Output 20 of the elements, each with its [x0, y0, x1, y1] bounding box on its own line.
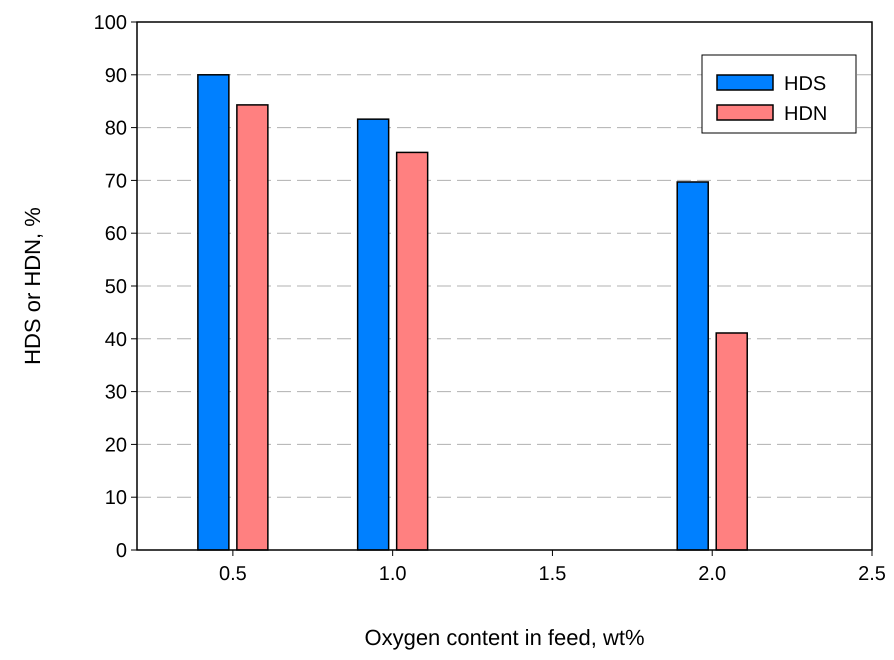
- legend-label: HDS: [784, 73, 826, 95]
- y-axis-title: HDS or HDN, %: [20, 207, 45, 365]
- y-tick-label: 90: [104, 64, 127, 87]
- y-tick-label: 20: [104, 434, 127, 456]
- y-tick-label: 30: [104, 382, 127, 404]
- x-tick-label: 2.5: [858, 563, 886, 585]
- y-tick-label: 70: [104, 170, 127, 192]
- x-tick-label: 1.0: [378, 563, 407, 585]
- x-tick-label: 1.5: [538, 563, 566, 585]
- y-tick-label: 40: [104, 328, 127, 351]
- y-tick-label: 60: [104, 223, 127, 246]
- legend-label: HDN: [784, 103, 828, 125]
- x-tick-label: 0.5: [218, 563, 247, 585]
- y-tick-label: 100: [94, 12, 127, 34]
- x-tick-label: 2.0: [698, 563, 726, 585]
- y-tick-label: 50: [104, 276, 127, 298]
- y-tick-label: 80: [104, 118, 127, 140]
- x-axis-title: Oxygen content in feed, wt%: [364, 625, 645, 650]
- y-tick-label: 10: [104, 487, 127, 510]
- y-tick-label: 0: [116, 540, 127, 562]
